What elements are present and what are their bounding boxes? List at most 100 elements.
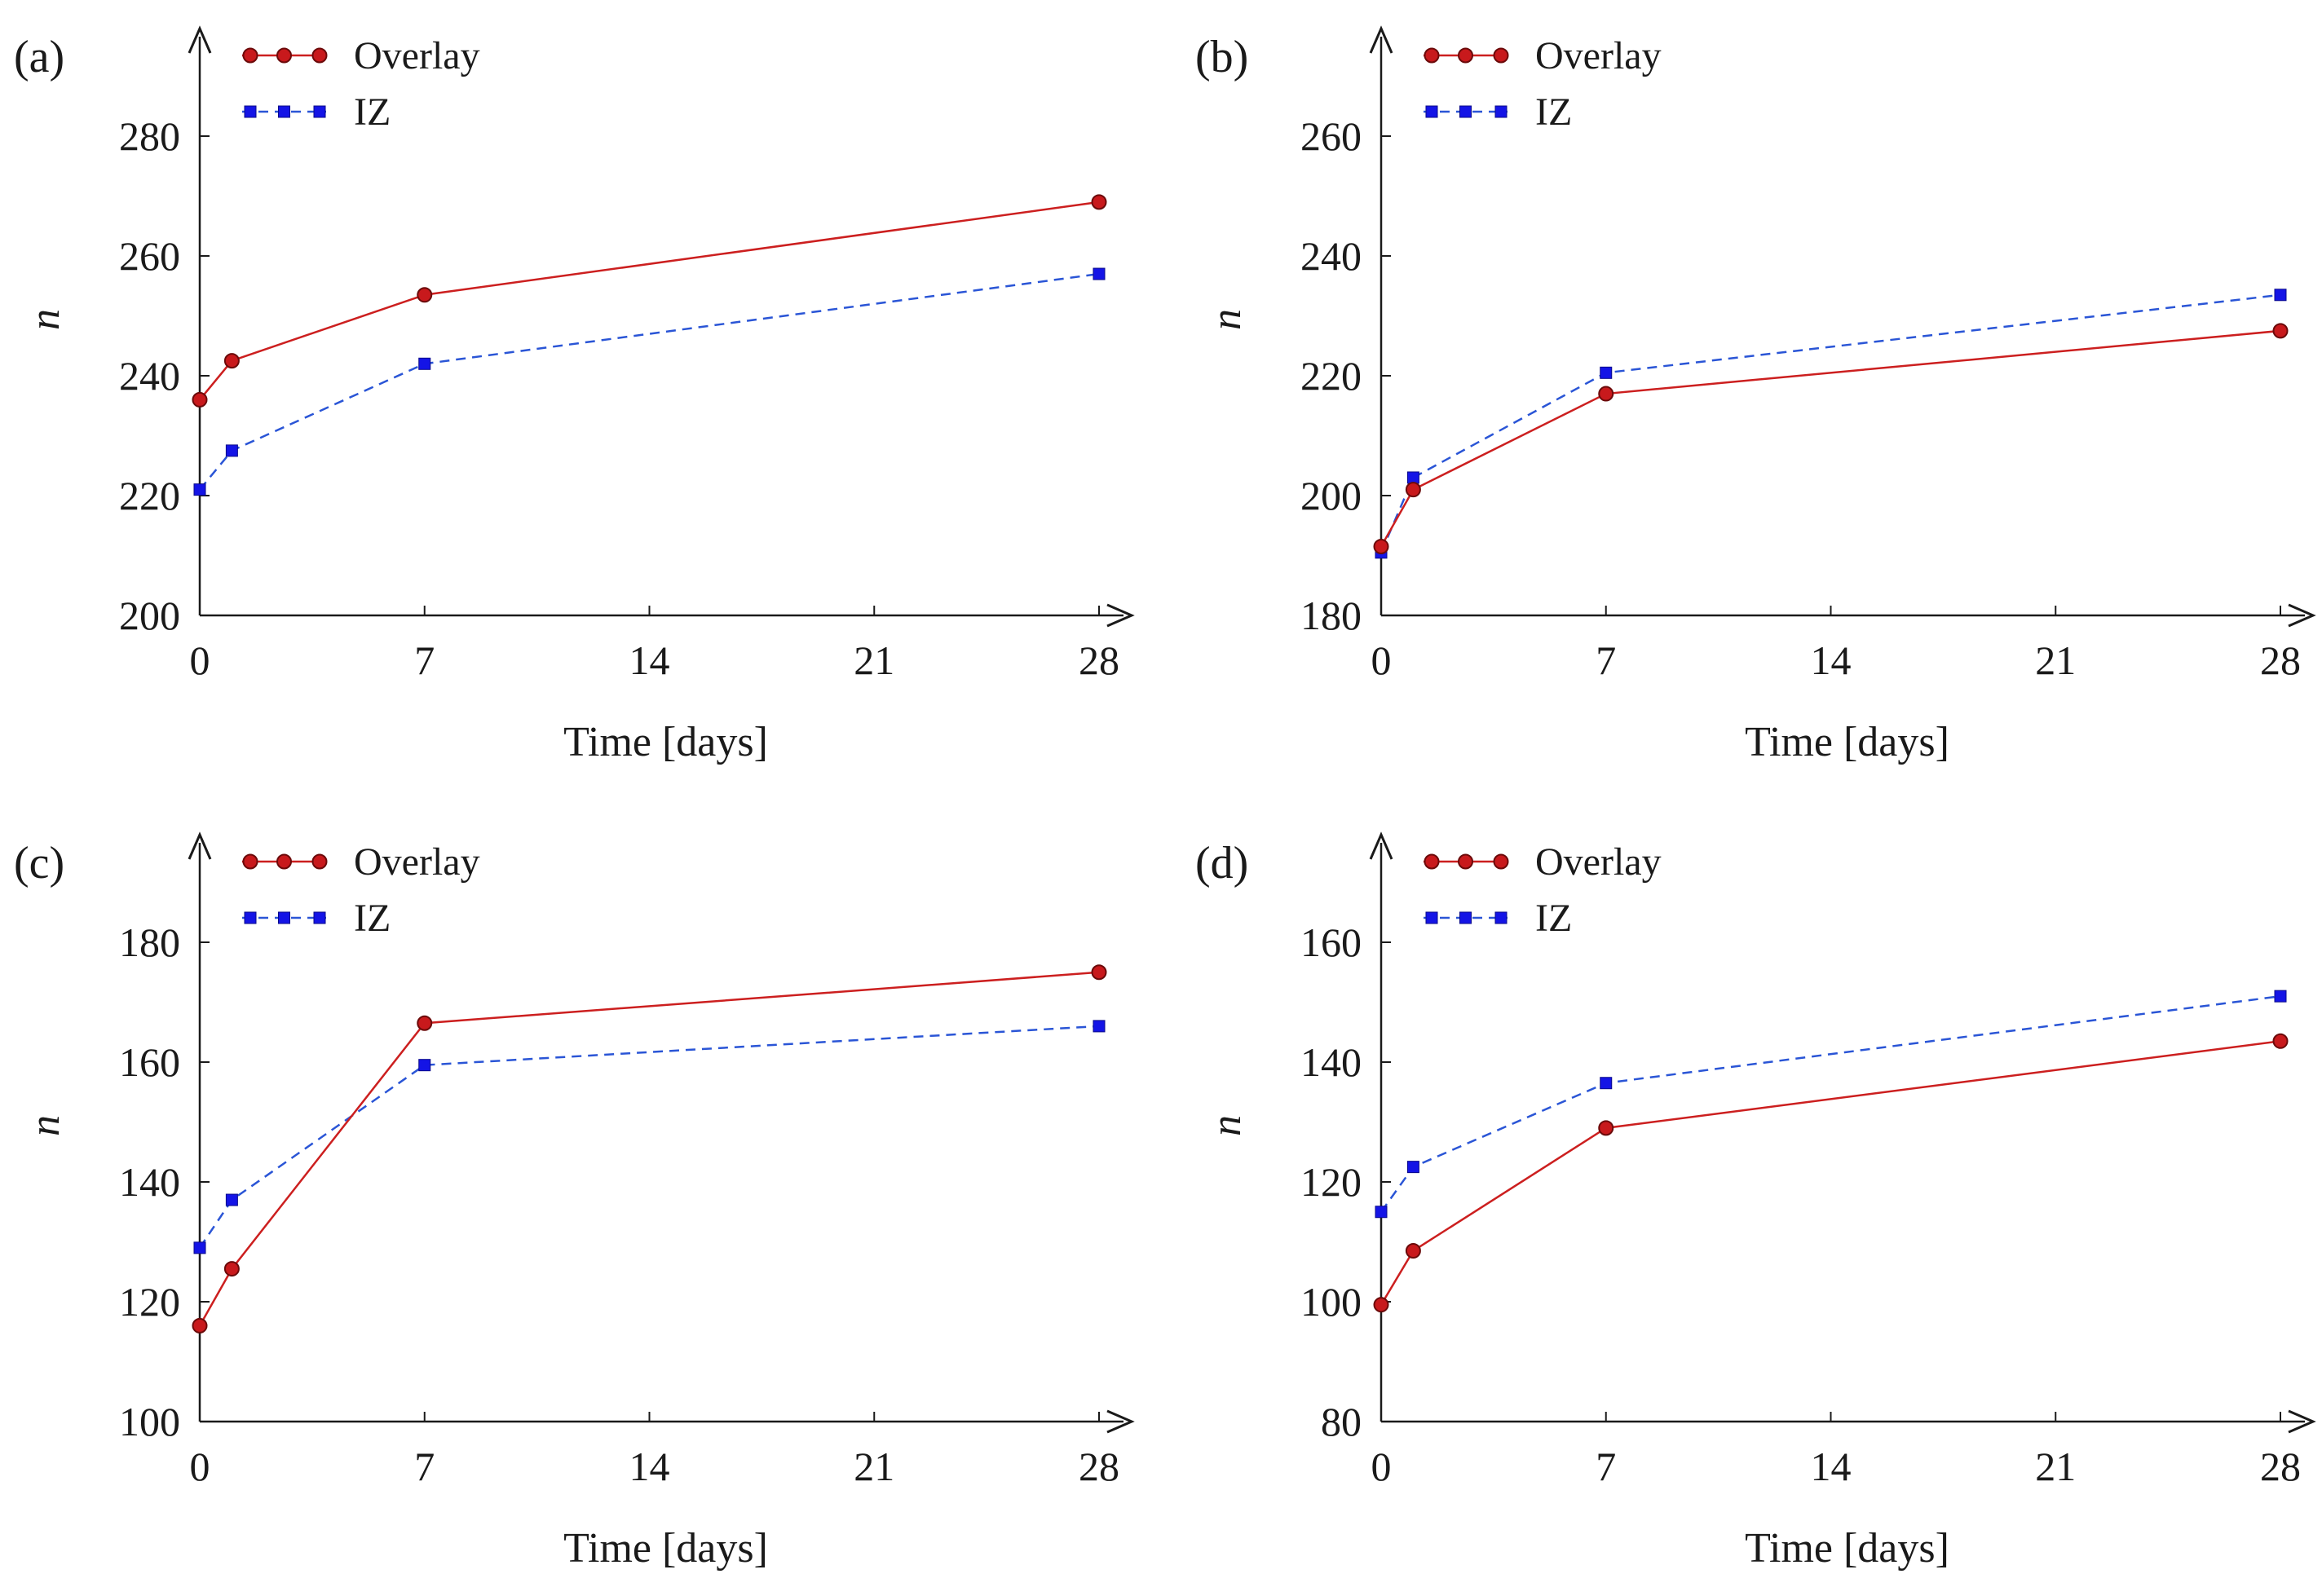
data-point-iz [1406, 471, 1419, 484]
legend-marker-overlay [1493, 853, 1509, 870]
y-tick-label: 220 [1300, 353, 1362, 399]
legend-marker-iz [278, 105, 290, 118]
legend-marker-overlay [242, 47, 258, 64]
x-tick-label: 14 [629, 1444, 670, 1489]
data-point-iz [418, 357, 431, 370]
data-point-overlay [192, 1317, 208, 1334]
x-tick-label: 7 [414, 1444, 435, 1489]
y-tick-label: 260 [119, 233, 180, 279]
legend-label-overlay: Overlay [1535, 34, 1662, 77]
series-line-iz [199, 272, 1100, 491]
legend-marker-overlay [311, 47, 328, 64]
panel-b: (b) 0 7 14 21 28 180 200 220 240 260 Time [days] n Ov… [1195, 25, 2316, 765]
x-tick-label: 0 [190, 637, 210, 683]
x-tick-label: 7 [1596, 1444, 1616, 1489]
data-point-iz [1093, 1020, 1106, 1033]
y-tick-label: 240 [1300, 233, 1362, 279]
legend-marker-iz [1459, 911, 1472, 924]
x-axis-arrow [2288, 1409, 2316, 1434]
x-axis-arrow [2288, 603, 2316, 628]
legend-marker-overlay [1424, 853, 1440, 870]
series-line-overlay [199, 201, 1100, 401]
data-point-iz [225, 1193, 238, 1206]
data-point-overlay [1091, 194, 1107, 210]
y-tick-label: 120 [1300, 1159, 1362, 1205]
legend-marker-overlay [276, 47, 292, 64]
x-tick-label: 28 [2260, 1444, 2301, 1489]
x-tick-label: 0 [190, 1444, 210, 1489]
legend-marker-iz [313, 105, 326, 118]
y-tick-label: 140 [1300, 1039, 1362, 1085]
y-tick-label: 220 [119, 473, 180, 518]
y-tick-label: 200 [119, 593, 180, 638]
data-point-overlay [1373, 538, 1389, 554]
data-point-iz [193, 483, 206, 496]
data-point-overlay [223, 1261, 240, 1277]
panel-label: (b) [1195, 32, 1248, 82]
y-tick-label: 80 [1321, 1399, 1362, 1444]
y-axis-label: n [22, 309, 68, 330]
x-axis-label: Time [days] [1745, 1525, 1949, 1572]
data-point-overlay [1405, 482, 1421, 498]
y-tick-label: 240 [119, 353, 180, 399]
data-point-overlay [1598, 386, 1614, 402]
legend-marker-iz [1459, 105, 1472, 118]
series-line-iz [1380, 293, 2281, 553]
series-line-overlay [198, 971, 1100, 1327]
x-tick-label: 7 [414, 637, 435, 683]
x-axis-label: Time [days] [563, 1525, 768, 1572]
legend-label-iz: IZ [354, 90, 391, 134]
x-tick-label: 28 [1079, 1444, 1119, 1489]
panel-label: (c) [14, 838, 64, 888]
y-axis-label: n [1203, 309, 1250, 330]
x-tick-label: 28 [2260, 637, 2301, 683]
y-axis-arrow [188, 831, 212, 860]
legend-marker-overlay [242, 853, 258, 870]
panel-label: (a) [14, 32, 64, 82]
y-tick-label: 160 [119, 1039, 180, 1085]
data-point-iz [225, 444, 238, 457]
data-point-iz [1600, 1077, 1613, 1090]
legend-marker-iz [244, 105, 257, 118]
data-point-overlay [1091, 964, 1107, 981]
series-line-overlay [1380, 329, 2281, 548]
y-axis-label: n [22, 1115, 68, 1136]
data-point-overlay [223, 353, 240, 369]
legend-marker-iz [1425, 911, 1438, 924]
y-tick-label: 100 [119, 1399, 180, 1444]
data-point-iz [1406, 1161, 1419, 1174]
legend-label-iz: IZ [354, 897, 391, 940]
x-tick-label: 14 [1811, 637, 1852, 683]
data-point-iz [1375, 1206, 1388, 1219]
data-point-overlay [192, 391, 208, 408]
data-point-iz [1600, 366, 1613, 379]
x-tick-label: 21 [2035, 1444, 2076, 1489]
y-tick-label: 160 [1300, 919, 1362, 965]
y-tick-label: 140 [119, 1159, 180, 1205]
panel-c: (c) 0 7 14 21 28 100 120 140 160 180 Time [days] n Ov… [14, 831, 1135, 1572]
x-tick-label: 7 [1596, 637, 1616, 683]
legend-marker-iz [1494, 911, 1508, 924]
x-tick-label: 21 [854, 1444, 894, 1489]
x-tick-label: 0 [1371, 1444, 1392, 1489]
y-tick-label: 200 [1300, 473, 1362, 518]
x-axis-arrow [1106, 1409, 1135, 1434]
data-point-iz [193, 1241, 206, 1254]
legend-label-iz: IZ [1535, 90, 1572, 134]
legend-marker-iz [313, 911, 326, 924]
y-tick-label: 280 [119, 113, 180, 159]
legend-label-overlay: Overlay [354, 840, 480, 884]
x-tick-label: 21 [2035, 637, 2076, 683]
y-axis-arrow [1369, 25, 1393, 54]
data-point-iz [1093, 267, 1106, 280]
legend-label-overlay: Overlay [1535, 840, 1662, 884]
x-tick-label: 0 [1371, 637, 1392, 683]
series-line-iz [1380, 994, 2281, 1213]
x-axis-arrow [1106, 603, 1135, 628]
legend-marker-overlay [1458, 853, 1473, 870]
legend-marker-overlay [276, 853, 292, 870]
legend-marker-overlay [1493, 47, 1509, 64]
legend-label-iz: IZ [1535, 897, 1572, 940]
